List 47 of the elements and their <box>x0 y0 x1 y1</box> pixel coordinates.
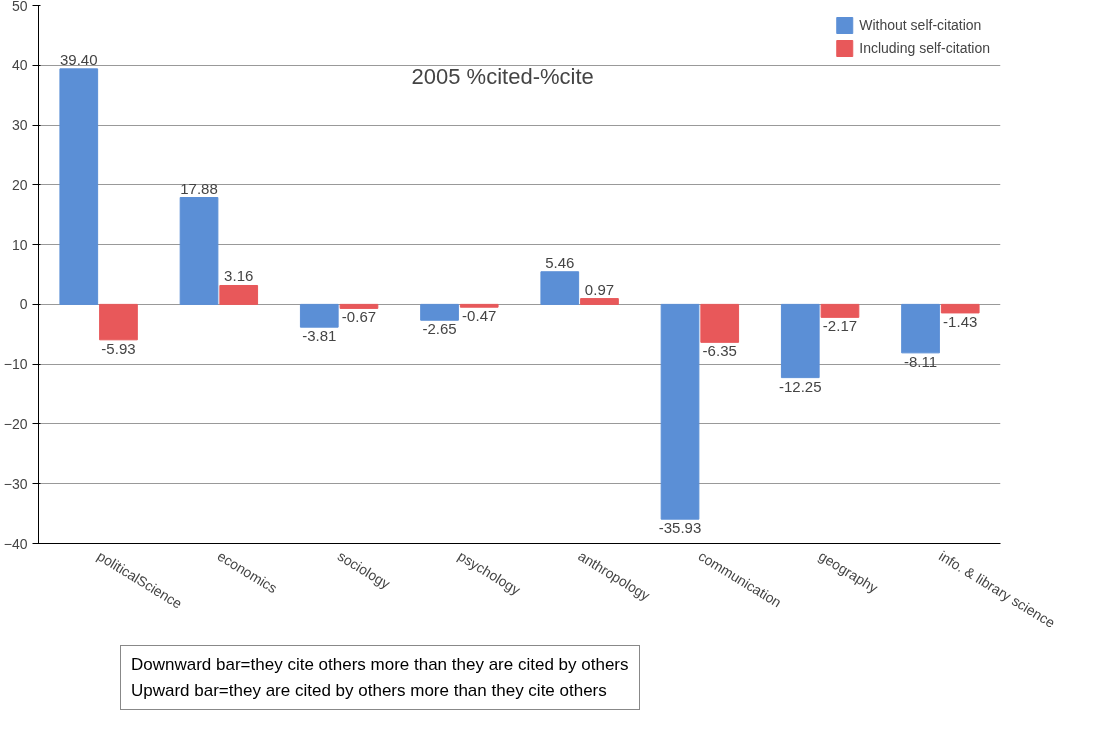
data-label: -2.17 <box>822 317 858 335</box>
data-label: -6.35 <box>702 342 737 360</box>
bar <box>59 68 99 305</box>
y-tick-label: −10 <box>3 356 28 373</box>
bar <box>299 303 339 328</box>
y-tick-label: −20 <box>3 415 28 432</box>
data-label: -3.81 <box>302 327 337 345</box>
bar <box>179 197 219 305</box>
y-tick-label: 30 <box>11 117 28 134</box>
data-label: -12.25 <box>779 377 822 395</box>
data-label: -1.43 <box>943 312 978 330</box>
legend-label: Without self-citation <box>859 17 982 33</box>
data-label: 5.46 <box>545 253 575 271</box>
y-tick-label: 20 <box>11 176 28 193</box>
data-label: -0.67 <box>341 308 377 326</box>
bar <box>901 303 940 354</box>
data-label: -8.11 <box>904 352 938 370</box>
bar <box>459 303 499 308</box>
bar <box>820 303 860 318</box>
data-label: -2.65 <box>422 320 457 338</box>
bar <box>940 303 980 314</box>
bar <box>99 303 138 341</box>
text: 2005 %cited-%cite <box>411 64 594 90</box>
bar <box>580 298 619 305</box>
bar <box>540 271 580 305</box>
data-label: -35.93 <box>658 519 702 537</box>
y-tick-label: −30 <box>3 475 28 492</box>
bar <box>660 303 700 520</box>
y-tick-label: 50 <box>11 0 28 14</box>
y-tick-label: −40 <box>3 535 28 552</box>
legend-label: Including self-citation <box>859 40 990 56</box>
bar <box>780 303 820 379</box>
data-label: 3.16 <box>224 267 254 285</box>
data-label: 17.88 <box>180 179 218 197</box>
y-tick-label: 0 <box>19 296 28 313</box>
data-label: -0.47 <box>462 307 497 325</box>
text: Upward bar=they are cited by others more than they cite others <box>131 680 607 700</box>
data-label: -5.93 <box>101 339 136 357</box>
y-tick-label: 10 <box>11 236 28 253</box>
bar <box>339 303 379 309</box>
data-label: 0.97 <box>584 280 615 298</box>
bar <box>219 285 259 305</box>
y-tick-label: 40 <box>11 57 28 74</box>
text: Downward bar=they cite others more than they are cited by others <box>131 655 629 674</box>
bar <box>700 303 740 343</box>
data-label: 39.40 <box>60 50 98 68</box>
bar <box>420 303 459 321</box>
